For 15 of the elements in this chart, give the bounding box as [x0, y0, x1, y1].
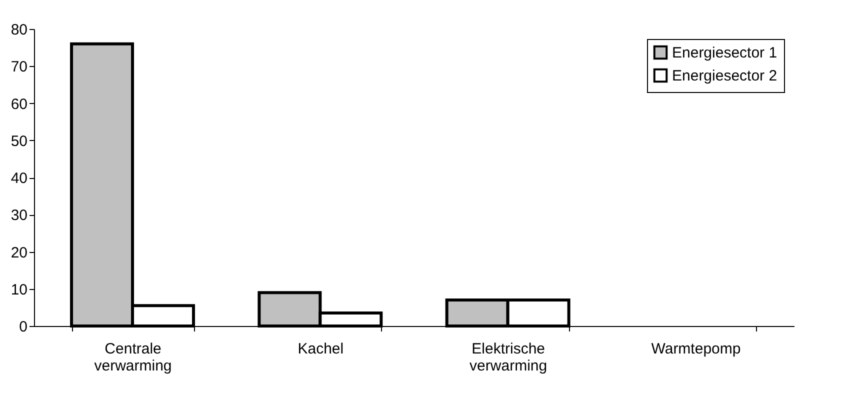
y-tick-label: 10 [10, 281, 28, 298]
x-tick-label: Kachel [298, 340, 344, 358]
y-tick-label: 80 [10, 22, 28, 38]
y-tick-label: 40 [10, 170, 28, 187]
y-tick-label: 30 [10, 207, 28, 224]
legend-label: Energiesector 1 [672, 44, 778, 62]
x-tick-label: Centrale verwarming [94, 340, 172, 374]
x-tick-label: Elektrische verwarming [470, 340, 548, 374]
legend-label: Energiesector 2 [672, 68, 778, 84]
y-tick-label: 50 [10, 132, 28, 150]
y-tick-label: 60 [10, 96, 28, 113]
y-tick-label: 20 [10, 244, 28, 262]
y-tick-label: 70 [10, 58, 28, 76]
x-tick-label: Warmtepomp [651, 340, 741, 358]
y-tick-label: 0 [19, 318, 28, 336]
